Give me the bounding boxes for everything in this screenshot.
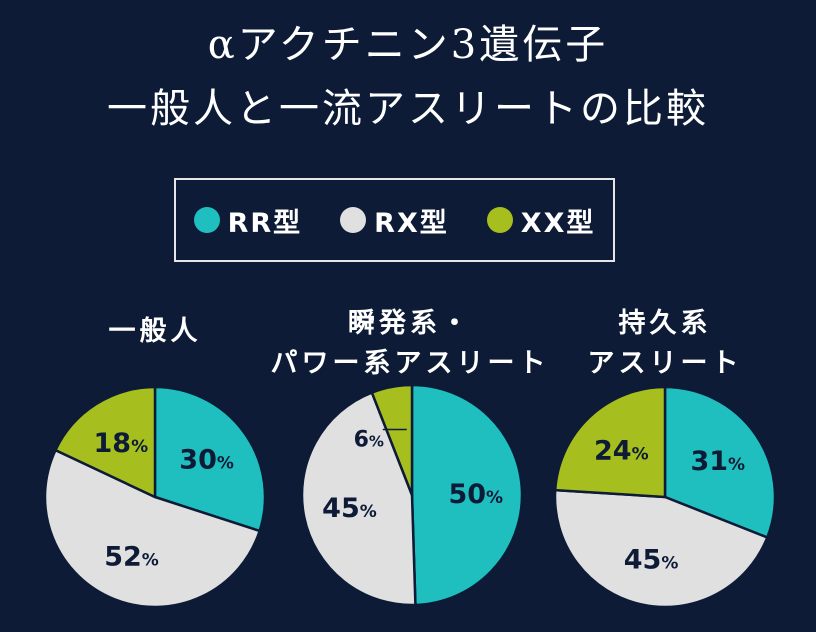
- pie-title-power-line-2: パワー系アスリート: [270, 348, 550, 379]
- legend-item-xx: XX型: [486, 201, 596, 240]
- legend-item-rx: RX型: [340, 201, 449, 240]
- pie-title-power: 瞬発系・ パワー系アスリート: [270, 304, 550, 384]
- pie-general-slice-xx: [54, 385, 157, 499]
- pie-title-general: 一般人: [55, 312, 255, 352]
- pie-endurance-label-xx: 24%: [594, 435, 649, 466]
- chart-title-line-2: 一般人と一流アスリートの比較: [107, 86, 709, 132]
- legend-label-xx: XX型: [520, 207, 596, 239]
- pie-power-slice-rr: [410, 383, 524, 607]
- pie-title-general-line-1: 一般人: [108, 316, 202, 347]
- pie-power-label-rr: 50%: [448, 479, 503, 510]
- pie-general-label-rr: 30%: [179, 444, 234, 475]
- legend-item-rr: RR型: [193, 201, 303, 240]
- chart-title-line-1: αアクチニン3遺伝子: [207, 22, 609, 68]
- pie-endurance-label-rx: 45%: [624, 544, 679, 575]
- pie-endurance-slice-rx: [553, 488, 769, 609]
- pie-general-slice-rx: [43, 448, 261, 609]
- pie-general-label-xx: 18%: [94, 428, 149, 459]
- pie-title-endurance-line-2: アスリート: [587, 348, 743, 379]
- pie-title-endurance-line-1: 持久系: [618, 308, 712, 339]
- pie-power-slice-xx: [370, 383, 414, 497]
- pie-title-power-line-1: 瞬発系・: [348, 308, 472, 339]
- pie-endurance-label-rr: 31%: [690, 446, 745, 477]
- legend-swatch-rx: [340, 207, 367, 233]
- pie-general-label-rx: 52%: [104, 541, 159, 572]
- pie-power-label-rx: 45%: [322, 493, 377, 524]
- pie-endurance-slice-xx: [553, 385, 667, 499]
- legend-swatch-xx: [486, 207, 513, 233]
- legend-swatch-rr: [193, 207, 220, 233]
- pie-endurance-slice-rr: [663, 385, 777, 539]
- legend-label-rr: RR型: [227, 207, 303, 239]
- pie-title-endurance: 持久系 アスリート: [565, 304, 765, 384]
- legend-label-rx: RX型: [374, 207, 449, 239]
- legend: RR型 RX型 XX型: [174, 178, 615, 262]
- pie-power-slice-rx: [300, 391, 417, 607]
- pie-general-slice-rr: [153, 385, 267, 533]
- pie-power-label-xx: 6%: [354, 428, 384, 453]
